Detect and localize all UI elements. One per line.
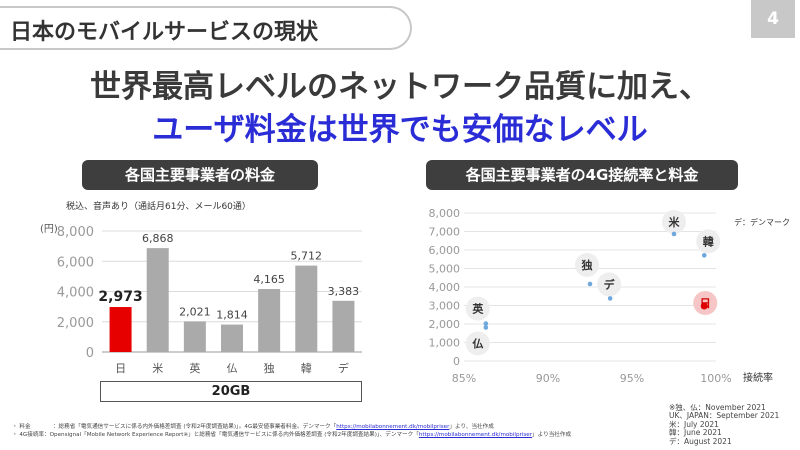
- date-note-line: デ：August 2021: [669, 436, 732, 446]
- headline-line-2: ユーザ料金は世界でも安価なレベル: [152, 112, 648, 148]
- scatter-x-tick-label: 85%: [452, 372, 476, 385]
- bar-value-label: 5,712: [291, 250, 323, 263]
- scatter-y-tick-label: 0: [453, 355, 460, 368]
- bar: [183, 321, 206, 352]
- scatter-point: [701, 253, 707, 258]
- footnote-price: ・ 料金 ：総務省「電気通信サービスに係る内外価格差調査 (令和2年度調査結果)…: [12, 422, 494, 430]
- bar-value-label: 6,868: [142, 232, 174, 245]
- bar-value-label: 3,383: [328, 285, 360, 298]
- footnote-connection-text: ・ 4G接続率：Opensignal「Mobile Network Experi…: [12, 432, 419, 438]
- scatter-point: [587, 281, 593, 287]
- bar-value-label: 1,814: [216, 309, 248, 322]
- page-number: 4: [751, 0, 795, 38]
- scatter-y-tick-label: 8,000: [429, 207, 461, 220]
- bar-y-tick-label: 4,000: [57, 286, 94, 301]
- date-note-line: 米：July 2021: [669, 419, 719, 429]
- bar-y-tick-label: 0: [86, 346, 94, 361]
- point-label-bubble: [597, 272, 622, 297]
- scatter-point: [671, 231, 677, 237]
- bar: [221, 324, 243, 352]
- footnote-price-suffix: 」より、当社作成: [449, 424, 494, 430]
- scatter-x-tick-label: 95%: [620, 372, 644, 385]
- scatter-chart-title: 各国主要事業者の4G接続率と料金: [426, 160, 738, 190]
- scatter-point-label: 英: [471, 302, 484, 316]
- scatter-chart: デ：デンマーク 接続率 0 1,000 2,000 3,000 4,000 5,000 6,…: [429, 207, 791, 385]
- bar-y-tick-label: 8,000: [57, 225, 94, 240]
- bar-value-label: 4,165: [253, 273, 285, 286]
- scatter-point-label: 韓: [703, 234, 714, 248]
- scatter-y-tick-label: 5,000: [429, 263, 461, 276]
- scatter-y-tick-label: 3,000: [429, 300, 461, 313]
- bar-y-unit-label: (円): [40, 224, 58, 235]
- bar: [109, 307, 132, 352]
- scatter-point: [483, 321, 489, 326]
- footnote-connection: ・ 4G接続率：Opensignal「Mobile Network Experi…: [12, 430, 571, 438]
- bar-y-tick-label: 2,000: [57, 316, 94, 331]
- point-label-bubble: [575, 252, 599, 277]
- scatter-y-tick-label: 4,000: [429, 281, 461, 294]
- scatter-y-tick-label: 7,000: [429, 226, 461, 239]
- scatter-point-label: 独: [581, 258, 593, 272]
- scatter-point: [607, 296, 613, 301]
- bar-category-label: 英: [189, 361, 200, 375]
- point-label-bubble: [662, 209, 686, 234]
- scatter-y-tick-label: 1,000: [429, 337, 461, 350]
- bar-category-label: 仏: [227, 362, 238, 375]
- scatter-point: [700, 302, 708, 310]
- bar-category-label: 米: [152, 362, 163, 375]
- section-title: 日本のモバイルサービスの現状: [10, 20, 319, 45]
- bar-y-tick-label: 6,000: [57, 255, 94, 270]
- footnote-connection-link[interactable]: https://mobilabonnement.dk/mobilpriser: [418, 432, 533, 438]
- scatter-point-label: 日: [700, 297, 711, 310]
- scatter-point-label: デ: [604, 277, 616, 291]
- point-label-bubble: [465, 296, 490, 321]
- bar: [258, 289, 281, 352]
- scatter-y-tick-label: 6,000: [429, 244, 461, 257]
- data-dates-note: ※独、仏：November 2021 UK、JAPAN：September 20…: [669, 403, 780, 446]
- footnote-price-text: ・ 料金 ：総務省「電気通信サービスに係る内外価格差調査 (令和2年度調査結果)…: [12, 424, 337, 430]
- date-note-line: 韓：June 2021: [669, 428, 722, 438]
- bar-chart-title: 各国主要事業者の料金: [82, 160, 318, 190]
- plan-size-label: 20GB: [100, 381, 362, 402]
- footnote-connection-suffix: 」より当社作成: [532, 432, 572, 438]
- scatter-x-tick-label: 90%: [536, 372, 560, 385]
- bar-category-label: デ: [338, 361, 349, 375]
- scatter-y-tick-label: 2,000: [429, 318, 461, 331]
- headline-line-1: 世界最高レベルのネットワーク品質に加え、: [90, 69, 710, 105]
- footnote-price-link[interactable]: https://mobilabonnement.dk/mobilpriser: [336, 424, 450, 430]
- scatter-point-label: 仏: [472, 337, 483, 350]
- price-conditions-note: 税込、音声あり（通話月61分、メール60通）: [66, 202, 251, 212]
- scatter-x-axis-label: 接続率: [743, 371, 773, 384]
- bar-chart: (円) 0 2,000 4,000 6,000 8,000 2,973 日 6,868 米 2,0…: [40, 224, 362, 375]
- date-note-line: UK、JAPAN：September 2021: [669, 411, 780, 421]
- bar: [295, 265, 318, 352]
- bar-category-label: 韓: [301, 362, 312, 375]
- bar-value-label: 2,021: [179, 305, 211, 318]
- scatter-point-label: 米: [668, 215, 681, 229]
- scatter-point: [483, 325, 489, 330]
- bar: [332, 300, 355, 352]
- section-title-tab: 日本のモバイルサービスの現状: [0, 6, 412, 50]
- bar-value-label: 2,973: [98, 289, 142, 305]
- bar: [146, 248, 169, 352]
- scatter-x-tick-label: 100%: [700, 372, 731, 385]
- bar-category-label: 独: [264, 362, 275, 375]
- bar-category-label: 日: [115, 362, 126, 375]
- point-label-bubble: [465, 331, 490, 356]
- country-legend-note: デ：デンマーク: [734, 217, 790, 227]
- date-note-line: ※独、仏：November 2021: [669, 403, 766, 412]
- point-label-bubble: [696, 229, 721, 254]
